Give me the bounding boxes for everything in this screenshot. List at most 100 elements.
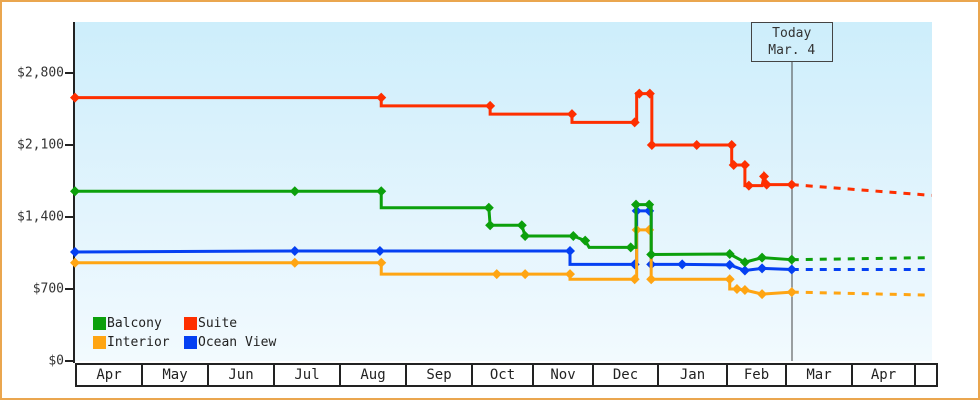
series-interior-marker	[644, 224, 655, 235]
series-interior-marker	[739, 285, 750, 296]
series-balcony-marker	[724, 249, 735, 260]
series-suite-marker	[726, 140, 737, 150]
y-axis-tick-label: $700	[32, 281, 64, 297]
month-cell-nov: Nov	[534, 365, 594, 385]
series-suite-marker	[786, 179, 797, 190]
series-suite-marker	[691, 140, 702, 150]
series-balcony-marker	[580, 235, 591, 246]
series-balcony-marker	[376, 186, 387, 197]
legend-label: Suite	[198, 316, 238, 331]
series-ocean-view-marker	[786, 264, 797, 275]
series-interior-marker	[289, 257, 300, 268]
series-interior-forecast-line	[791, 290, 932, 297]
series-balcony-marker	[757, 252, 768, 263]
series-balcony-marker	[70, 186, 80, 197]
series-balcony-marker	[631, 199, 641, 210]
series-balcony-line	[75, 189, 792, 264]
series-balcony-marker	[739, 257, 750, 268]
series-suite-marker	[728, 160, 739, 171]
month-cell-dec: Dec	[594, 365, 659, 385]
series-ocean-view-marker	[374, 245, 385, 256]
y-axis-tick-label: $2,800	[17, 65, 64, 81]
series-ocean-view-marker	[70, 246, 80, 257]
series-balcony-marker	[289, 186, 300, 197]
month-cell-mar: Mar	[787, 365, 853, 385]
series-ocean-view-marker	[739, 265, 750, 276]
series-balcony-marker	[786, 254, 797, 265]
today-label: Today	[772, 26, 812, 41]
month-cell-jun: Jun	[209, 365, 275, 385]
series-suite-marker	[376, 92, 387, 103]
legend-swatch-icon	[184, 336, 197, 349]
legend-item-interior: Interior	[93, 335, 184, 350]
series-balcony-marker	[568, 231, 579, 242]
month-cell-jan: Jan	[659, 365, 728, 385]
series-ocean-view-marker	[629, 259, 640, 270]
series-suite-marker	[485, 100, 496, 111]
month-cell-may: May	[143, 365, 209, 385]
legend-label: Interior	[107, 335, 170, 350]
series-suite-marker	[566, 109, 577, 120]
series-balcony-marker	[644, 199, 655, 210]
today-annotation-box: Today Mar. 4	[750, 22, 833, 62]
month-cell-oct: Oct	[473, 365, 534, 385]
series-balcony-marker	[646, 249, 657, 260]
series-interior-marker	[757, 289, 768, 300]
series-interior-marker	[520, 269, 531, 280]
legend-label: Balcony	[107, 316, 162, 331]
series-balcony-forecast-line	[791, 256, 932, 262]
series-balcony-marker	[483, 202, 494, 213]
series-interior-marker	[629, 274, 640, 285]
series-balcony-marker	[485, 220, 496, 231]
month-cell-aug: Aug	[341, 365, 407, 385]
series-suite-marker	[759, 171, 770, 182]
legend-swatch-icon	[93, 317, 106, 330]
legend-item-balcony: Balcony	[93, 316, 184, 331]
series-interior-marker	[724, 274, 735, 285]
series-ocean-view-marker	[289, 245, 300, 256]
series-ocean-view-marker	[757, 263, 768, 274]
series-suite-marker	[761, 179, 772, 190]
series-suite-marker	[70, 92, 80, 103]
legend-item-suite: Suite	[184, 316, 237, 331]
series-suite-marker	[629, 117, 640, 128]
series-interior-marker	[646, 274, 657, 285]
month-cell-jul: Jul	[275, 365, 341, 385]
series-suite-marker	[646, 140, 657, 150]
series-interior-marker	[376, 257, 387, 268]
series-ocean-view-marker	[565, 245, 575, 256]
month-cell-empty	[916, 365, 936, 385]
month-cell-apr: Apr	[77, 365, 143, 385]
series-suite-marker	[634, 88, 645, 99]
series-interior-marker	[70, 257, 80, 268]
series-balcony-marker	[625, 242, 636, 253]
y-axis-tick-label: $0	[48, 353, 64, 369]
series-interior-marker	[786, 287, 797, 298]
y-axis-tick-label: $1,400	[17, 209, 64, 225]
series-suite-marker	[739, 160, 750, 171]
month-cell-apr: Apr	[853, 365, 916, 385]
legend-row: Interior Ocean View	[93, 333, 276, 352]
series-suite-marker	[644, 88, 655, 99]
series-ocean-view-marker	[677, 259, 688, 270]
legend-swatch-icon	[93, 336, 106, 349]
series-balcony-marker	[516, 220, 527, 231]
series-suite-marker	[743, 180, 754, 191]
series-balcony-marker	[520, 231, 531, 242]
month-cell-sep: Sep	[407, 365, 473, 385]
today-date-label: Mar. 4	[768, 43, 816, 58]
chart-legend: Balcony Suite Interior Ocean View	[93, 314, 276, 352]
series-interior-marker	[565, 269, 575, 280]
series-ocean-view-marker	[724, 259, 735, 270]
series-interior-marker	[731, 284, 742, 294]
legend-swatch-icon	[184, 317, 197, 330]
x-axis-month-row: Apr May Jun Jul Aug Sep Oct Nov Dec Jan Feb Mar Apr	[75, 363, 938, 387]
series-suite-line	[75, 92, 792, 188]
series-suite-forecast-line	[791, 183, 932, 197]
y-axis-tick-label: $2,100	[17, 137, 64, 153]
legend-label: Ocean View	[198, 335, 277, 350]
series-interior-marker	[491, 269, 502, 280]
legend-item-ocean-view: Ocean View	[184, 335, 276, 350]
